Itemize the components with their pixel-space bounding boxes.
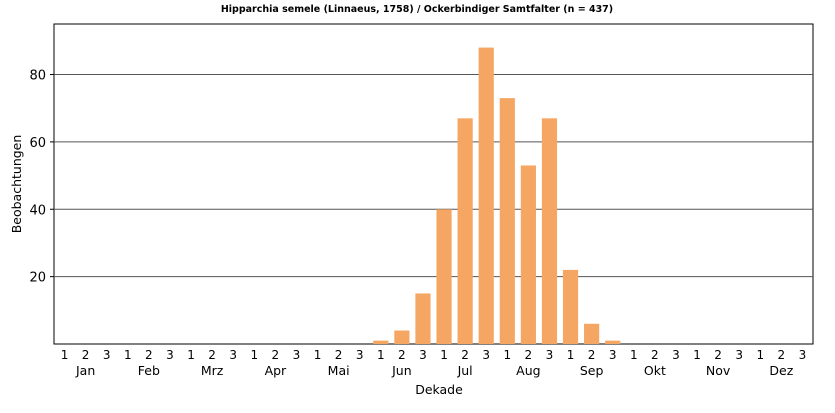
x-tick-label: 2 bbox=[588, 348, 596, 362]
x-tick-label: 2 bbox=[82, 348, 90, 362]
x-tick-label: 3 bbox=[229, 348, 237, 362]
grid-lines bbox=[50, 74, 813, 278]
x-tick-label: 2 bbox=[335, 348, 343, 362]
x-tick-label: 2 bbox=[714, 348, 722, 362]
x-tick-label: 3 bbox=[166, 348, 174, 362]
bar bbox=[394, 330, 410, 344]
bar bbox=[605, 340, 621, 344]
y-tick-labels: 20 40 60 80 bbox=[29, 69, 46, 286]
month-label: Jun bbox=[391, 363, 412, 378]
y-tick-label: 40 bbox=[29, 203, 46, 218]
x-tick-label: 3 bbox=[356, 348, 364, 362]
x-tick-label: 3 bbox=[546, 348, 554, 362]
x-tick-label: 2 bbox=[272, 348, 280, 362]
x-tick-label: 1 bbox=[693, 348, 701, 362]
month-label: Mai bbox=[328, 363, 350, 378]
y-tick-label: 60 bbox=[29, 136, 46, 151]
month-labels: Jan Feb Mrz Apr Mai Jun Jul Aug Sep Okt Nov Dez bbox=[75, 363, 794, 378]
x-tick-label: 3 bbox=[672, 348, 680, 362]
bar bbox=[584, 323, 600, 344]
bar bbox=[457, 118, 473, 344]
x-tick-label: 2 bbox=[208, 348, 216, 362]
x-tick-label: 2 bbox=[461, 348, 469, 362]
month-label: Dez bbox=[769, 363, 793, 378]
month-label: Sep bbox=[580, 363, 604, 378]
x-tick-label: 1 bbox=[61, 348, 69, 362]
y-axis-label: Beobachtungen bbox=[9, 135, 24, 234]
x-tick-label: 1 bbox=[124, 348, 132, 362]
x-tick-label: 1 bbox=[377, 348, 385, 362]
month-label: Okt bbox=[644, 363, 666, 378]
x-tick-label: 3 bbox=[103, 348, 111, 362]
bar bbox=[562, 269, 579, 344]
x-tick-label: 1 bbox=[567, 348, 575, 362]
bar bbox=[415, 293, 431, 344]
bar bbox=[436, 209, 452, 344]
x-tick-label: 2 bbox=[398, 348, 406, 362]
month-label: Jul bbox=[457, 363, 473, 378]
bar bbox=[520, 165, 536, 344]
y-tick-label: 80 bbox=[29, 69, 46, 84]
x-tick-label: 1 bbox=[187, 348, 195, 362]
x-axis-label: Dekade bbox=[415, 382, 463, 397]
bar bbox=[373, 340, 389, 344]
plot-frame bbox=[53, 23, 814, 345]
x-tick-label: 3 bbox=[293, 348, 301, 362]
month-label: Aug bbox=[516, 363, 540, 378]
bar bbox=[499, 98, 515, 345]
x-tick-label: 3 bbox=[799, 348, 807, 362]
x-tick-label: 1 bbox=[314, 348, 322, 362]
month-label: Feb bbox=[138, 363, 160, 378]
x-tick-label: 3 bbox=[419, 348, 427, 362]
x-tick-label: 1 bbox=[630, 348, 638, 362]
bar bbox=[541, 118, 558, 344]
x-tick-label: 2 bbox=[778, 348, 786, 362]
bars bbox=[373, 47, 621, 345]
x-tick-label: 1 bbox=[756, 348, 764, 362]
month-label: Jan bbox=[75, 363, 95, 378]
x-tick-label: 1 bbox=[503, 348, 511, 362]
month-label: Mrz bbox=[201, 363, 224, 378]
month-label: Apr bbox=[265, 363, 287, 378]
x-tick-label: 2 bbox=[651, 348, 659, 362]
x-tick-label: 1 bbox=[440, 348, 448, 362]
x-tick-label: 3 bbox=[609, 348, 617, 362]
y-tick-label: 20 bbox=[29, 271, 46, 286]
bar bbox=[478, 47, 494, 344]
x-tick-label: 2 bbox=[145, 348, 153, 362]
chart-title: Hipparchia semele (Linnaeus, 1758) / Ock… bbox=[221, 4, 613, 15]
x-tick-label: 3 bbox=[482, 348, 490, 362]
x-tick-label: 1 bbox=[250, 348, 258, 362]
x-tick-label: 2 bbox=[525, 348, 533, 362]
x-tick-label: 3 bbox=[735, 348, 743, 362]
month-label: Nov bbox=[706, 363, 731, 378]
